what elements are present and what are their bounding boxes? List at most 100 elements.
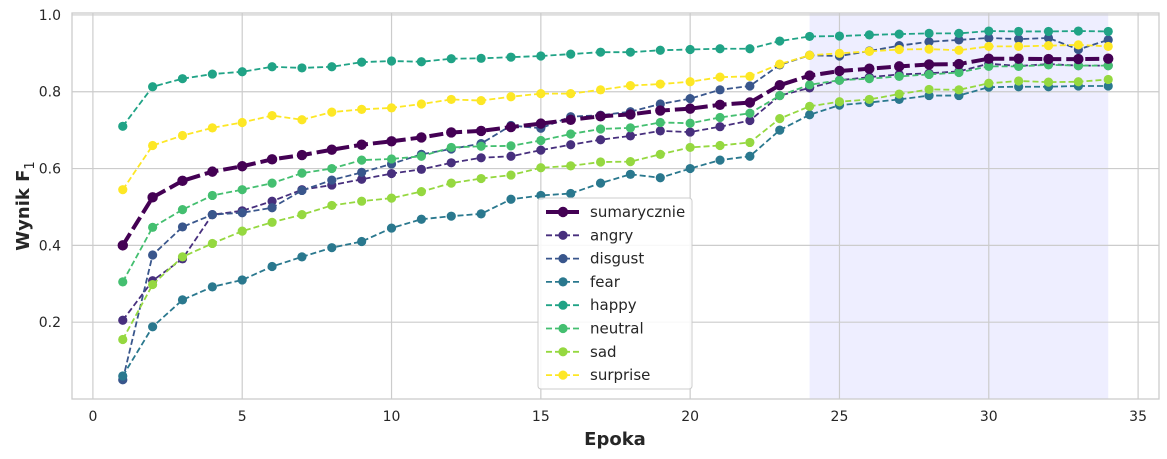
data-point-neutral	[207, 190, 217, 201]
data-point-happy	[1103, 26, 1113, 37]
data-point-sumarycznie	[505, 121, 517, 133]
data-point-happy	[1043, 26, 1054, 37]
data-point-neutral	[1014, 61, 1024, 71]
data-point-happy	[386, 56, 397, 66]
data-point-sumarycznie	[475, 125, 487, 137]
data-point-neutral	[625, 123, 636, 133]
data-point-sumarycznie	[177, 175, 188, 187]
data-point-sad	[625, 157, 636, 167]
y-tick-label: 0.2	[39, 315, 61, 331]
data-point-disgust	[207, 210, 217, 220]
legend-marker-happy	[558, 300, 568, 310]
series-line-sumarycznie	[121, 56, 1109, 247]
data-point-sad	[177, 252, 188, 262]
data-point-happy	[506, 52, 516, 62]
data-point-happy	[745, 44, 755, 54]
legend-marker-sad	[558, 347, 568, 357]
data-point-disgust	[924, 37, 934, 47]
data-point-fear	[416, 214, 426, 224]
data-point-sad	[1103, 74, 1113, 85]
data-point-neutral	[655, 117, 665, 128]
legend-marker-angry	[558, 230, 568, 240]
series-line-sad	[121, 78, 1109, 340]
data-point-sad	[834, 97, 845, 107]
data-point-sumarycznie	[744, 97, 756, 108]
data-point-surprise	[775, 59, 785, 69]
data-point-surprise	[864, 46, 874, 57]
data-point-neutral	[177, 205, 188, 215]
data-point-happy	[267, 62, 277, 72]
data-point-fear	[476, 209, 486, 219]
data-point-happy	[805, 31, 815, 42]
data-point-sumarycznie	[864, 63, 875, 74]
data-point-sad	[745, 137, 755, 148]
y-tick-label: 0.4	[39, 238, 61, 254]
data-point-sumarycznie	[595, 111, 606, 122]
data-point-angry	[476, 153, 486, 163]
data-point-disgust	[357, 167, 367, 177]
data-point-sumarycznie	[714, 99, 726, 110]
data-point-sad	[267, 217, 277, 227]
series-surprise	[118, 40, 1113, 195]
data-point-neutral	[685, 118, 695, 128]
plot-frame	[71, 12, 1160, 400]
series-line-disgust	[121, 37, 1109, 381]
data-point-fear	[775, 125, 785, 135]
data-point-surprise	[506, 92, 516, 102]
data-point-happy	[177, 74, 188, 84]
data-point-surprise	[984, 41, 994, 52]
data-point-happy	[984, 26, 994, 36]
legend-item-happy: happy	[546, 296, 637, 314]
legend-item-fear: fear	[546, 273, 621, 291]
series-sad	[118, 74, 1113, 345]
data-point-sad	[805, 101, 815, 111]
data-point-angry	[386, 168, 397, 179]
legend-marker-surprise	[558, 370, 568, 380]
data-point-sad	[207, 238, 217, 249]
data-point-sumarycznie	[565, 114, 576, 125]
data-point-surprise	[715, 72, 725, 82]
data-point-neutral	[595, 124, 606, 134]
data-point-surprise	[924, 44, 934, 54]
data-point-happy	[655, 45, 665, 55]
data-point-sumarycznie	[296, 149, 308, 161]
data-point-sumarycznie	[1013, 53, 1024, 64]
series-layer	[117, 26, 1114, 385]
legend-label-disgust: disgust	[590, 250, 644, 268]
data-point-happy	[775, 36, 785, 46]
data-point-neutral	[954, 67, 964, 78]
data-point-neutral	[357, 155, 367, 165]
x-tick-label: 5	[238, 409, 247, 425]
data-point-fear	[715, 155, 725, 165]
data-point-sumarycznie	[416, 132, 427, 143]
data-point-sad	[148, 279, 158, 290]
data-point-neutral	[386, 154, 397, 164]
data-point-sad	[566, 161, 576, 171]
data-point-happy	[476, 53, 486, 63]
x-tick-label: 30	[980, 409, 998, 425]
series-neutral	[118, 60, 1113, 287]
data-point-fear	[177, 295, 188, 305]
data-point-sad	[864, 94, 874, 105]
data-point-happy	[357, 57, 367, 67]
data-point-neutral	[327, 163, 337, 174]
data-point-sad	[984, 78, 994, 88]
data-point-sad	[655, 149, 665, 159]
data-point-disgust	[954, 35, 964, 45]
data-point-surprise	[1043, 41, 1054, 51]
x-axis-title: Epoka	[584, 429, 646, 450]
data-point-sumarycznie	[655, 105, 666, 116]
y-axis-title: Wynik F1	[13, 161, 38, 250]
data-point-neutral	[446, 142, 456, 153]
x-tick-label: 25	[831, 409, 849, 425]
data-point-disgust	[267, 203, 277, 213]
legend-item-sumarycznie: sumarycznie	[546, 203, 685, 221]
series-line-fear	[122, 85, 1109, 377]
data-point-surprise	[1073, 40, 1083, 50]
data-point-fear	[297, 252, 307, 262]
data-point-fear	[237, 275, 247, 285]
data-point-sad	[1043, 77, 1054, 87]
data-point-sumarycznie	[804, 70, 815, 81]
data-point-fear	[595, 178, 606, 188]
